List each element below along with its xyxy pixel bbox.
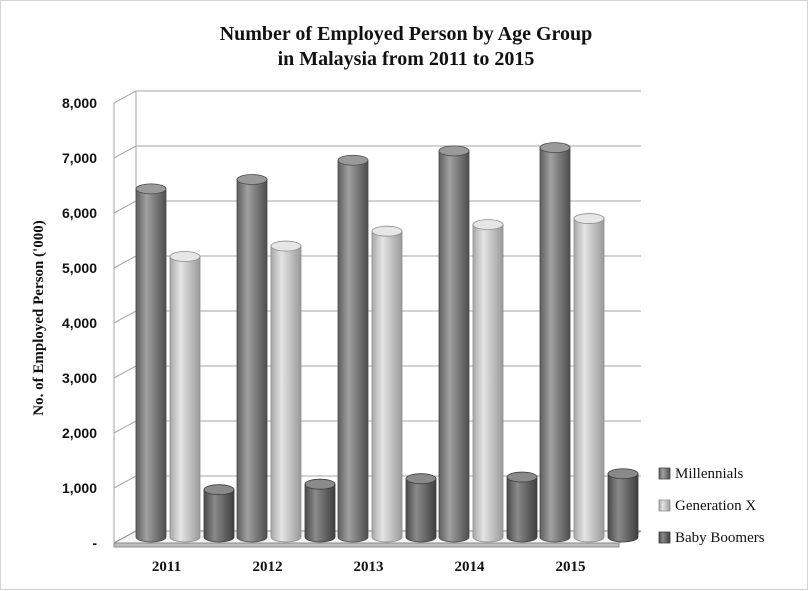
legend-item-generation-x: Generation X (658, 498, 756, 514)
legend-label: Millennials (675, 466, 743, 482)
bar-baby-boomers-2013 (405, 473, 437, 543)
x-axis-ticks: 2011 2012 2013 2014 2015 (152, 559, 586, 575)
y-tick-label: 6,000 (62, 205, 97, 221)
y-axis-label: No. of Employed Person ('000) (31, 220, 47, 415)
x-tick-label: 2013 (354, 559, 384, 575)
y-tick-label: 7,000 (62, 150, 97, 166)
gridline-depth (113, 90, 137, 104)
legend-swatch (658, 499, 671, 512)
y-tick-label: 4,000 (62, 315, 97, 331)
legend-label: Baby Boomers (675, 530, 765, 546)
chart-title: Number of Employed Person by Age Group (220, 23, 593, 45)
bar-generation-x-2012 (270, 240, 302, 543)
chart-subtitle: in Malaysia from 2011 to 2015 (278, 48, 535, 70)
bar-baby-boomers-2012 (304, 478, 336, 543)
bar-generation-x-2013 (371, 225, 403, 543)
bar-baby-boomers-2011 (203, 484, 235, 543)
legend-label: Generation X (675, 498, 756, 514)
bar-baby-boomers-2015 (607, 468, 639, 543)
gridline-depth (113, 310, 137, 324)
legend-item-baby-boomers: Baby Boomers (658, 530, 765, 546)
y-tick-label: 3,000 (62, 370, 97, 386)
x-tick-label: 2011 (152, 559, 181, 575)
gridline-depth (113, 365, 137, 379)
bars (135, 142, 639, 543)
bar-millennials-2013 (337, 154, 369, 543)
x-tick-label: 2014 (455, 559, 486, 575)
y-tick-label: 2,000 (62, 425, 97, 441)
legend-item-millennials: Millennials (658, 466, 743, 482)
bar-millennials-2011 (135, 183, 167, 543)
x-tick-label: 2012 (253, 559, 283, 575)
y-tick-label: 5,000 (62, 260, 97, 276)
legend: Millennials Generation X Baby Boomers (658, 466, 765, 546)
gridline-depth (113, 145, 137, 159)
bar-baby-boomers-2014 (506, 471, 538, 543)
x-tick-label: 2015 (556, 559, 586, 575)
gridline-depth (113, 200, 137, 214)
gridline-depth (113, 255, 137, 269)
gridline-depth (113, 420, 137, 434)
bar-millennials-2012 (236, 174, 268, 543)
bar-generation-x-2015 (573, 213, 605, 543)
y-tick-label: - (92, 535, 97, 551)
bar-generation-x-2011 (169, 251, 201, 543)
y-axis-ticks: - 1,000 2,000 3,000 4,000 5,000 6,000 7,000 8,00… (62, 95, 97, 551)
y-tick-label: 8,000 (62, 95, 97, 111)
bar-millennials-2014 (438, 145, 470, 543)
floor-edge (113, 542, 620, 548)
bar-generation-x-2014 (472, 219, 504, 543)
legend-swatch (658, 531, 671, 544)
gridline-depth (113, 475, 137, 489)
legend-swatch (658, 467, 671, 480)
y-tick-label: 1,000 (62, 480, 97, 496)
bar-millennials-2015 (539, 142, 571, 543)
